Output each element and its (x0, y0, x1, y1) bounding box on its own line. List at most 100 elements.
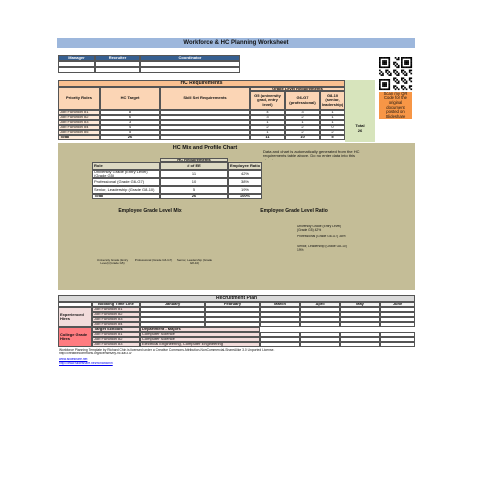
qr-module (379, 86, 381, 89)
qr-module (401, 71, 403, 73)
column-header: # of EE (160, 162, 228, 170)
column-header: Employee Ratio (228, 162, 262, 170)
qr-module (385, 88, 387, 91)
qr-module (394, 72, 397, 75)
qr-module (397, 66, 400, 69)
qr-module (386, 79, 389, 81)
qr-module (404, 61, 406, 64)
qr-module (385, 60, 387, 62)
qr-module (382, 82, 384, 84)
qr-module (394, 61, 397, 64)
plan-cell (300, 307, 340, 312)
qr-module (396, 58, 398, 61)
qr-module (397, 80, 400, 83)
plan-cell (205, 317, 260, 322)
qr-module (396, 71, 398, 73)
plan-cell (380, 342, 415, 347)
qr-module (402, 85, 405, 87)
qr-module (402, 80, 405, 83)
qr-module (388, 57, 391, 59)
qr-module (379, 57, 381, 59)
skill-cell (160, 120, 250, 125)
qr-module (404, 57, 406, 59)
plan-cell (340, 332, 380, 337)
role-cell: Job Function #2 (92, 337, 140, 342)
qr-module (382, 66, 384, 69)
qr-module (388, 58, 391, 61)
major-cell: Electrical Engineering, Computer Enginee… (140, 342, 260, 347)
qr-module (393, 79, 395, 81)
qr-module (410, 69, 413, 72)
plan-cell (205, 312, 260, 317)
qr-module (382, 60, 384, 62)
column-header: HC Target (100, 87, 160, 110)
hc-cell: 6 (100, 115, 160, 120)
table-cell: 38% (228, 178, 262, 186)
qr-module (407, 63, 409, 65)
qr-module (410, 61, 413, 64)
qr-module (379, 63, 381, 65)
qr-module (388, 82, 391, 84)
qr-module (401, 64, 403, 67)
qr-module (382, 63, 384, 65)
grade-cell: 2 (250, 125, 285, 130)
qr-module (382, 74, 384, 76)
qr-module (379, 82, 381, 84)
qr-module (385, 61, 387, 64)
qr-module (405, 61, 408, 64)
qr-module (407, 60, 409, 62)
qr-module (396, 82, 398, 84)
table-cell: University Grade (Entry Level) (Grade G5… (92, 170, 160, 178)
team-cell (95, 61, 140, 67)
plan-cell (140, 307, 205, 312)
skill-cell (160, 115, 250, 120)
qr-module (405, 72, 408, 75)
grade-cell: 0 (320, 125, 345, 130)
plan-cell (340, 337, 380, 342)
qr-module (407, 57, 409, 59)
qr-module (383, 60, 386, 62)
qr-module (410, 58, 413, 61)
qr-module (405, 60, 408, 62)
qr-module (380, 66, 383, 69)
qr-module (408, 69, 411, 72)
qr-module (379, 80, 381, 83)
role-cell: Job Function #4 (58, 125, 100, 130)
qr-module (382, 72, 384, 75)
qr-module (408, 57, 411, 59)
plan-cell (380, 337, 415, 342)
qr-module (396, 66, 398, 69)
qr-module (379, 88, 381, 91)
qr-module (386, 57, 389, 59)
section-bg (345, 80, 375, 142)
qr-module (410, 63, 413, 65)
qr-module (408, 85, 411, 87)
qr-module (382, 85, 384, 87)
table-cell: Senior, Leadership (Grade G8-10) (92, 186, 160, 194)
grade-cell: 1 (320, 115, 345, 120)
qr-module (379, 61, 381, 64)
qr-module (388, 64, 391, 67)
grade-cell: 10 (285, 135, 320, 140)
plan-cell (380, 307, 415, 312)
plan-cell (140, 317, 205, 322)
qr-module (388, 71, 391, 73)
grade-cell: 1 (250, 120, 285, 125)
qr-module (402, 77, 405, 80)
qr-module (397, 64, 400, 67)
role-cell: Job Function #3 (92, 317, 140, 322)
table-cell: 10 (160, 178, 228, 186)
legend-label: University Grade (Entry Level) (Grade G5… (297, 225, 342, 232)
grade-cell: 5 (320, 135, 345, 140)
skill-cell (160, 125, 250, 130)
column-header: April (300, 302, 340, 307)
qr-module (383, 57, 386, 59)
grade-cell: 4 (250, 110, 285, 115)
qr-module (397, 74, 400, 76)
qr-module (379, 58, 381, 61)
plan-cell (260, 312, 300, 317)
plan-cell (260, 342, 300, 347)
x-tick-label: Senior, Leadership (Grade G8-10) (176, 259, 213, 266)
plan-cell (340, 307, 380, 312)
